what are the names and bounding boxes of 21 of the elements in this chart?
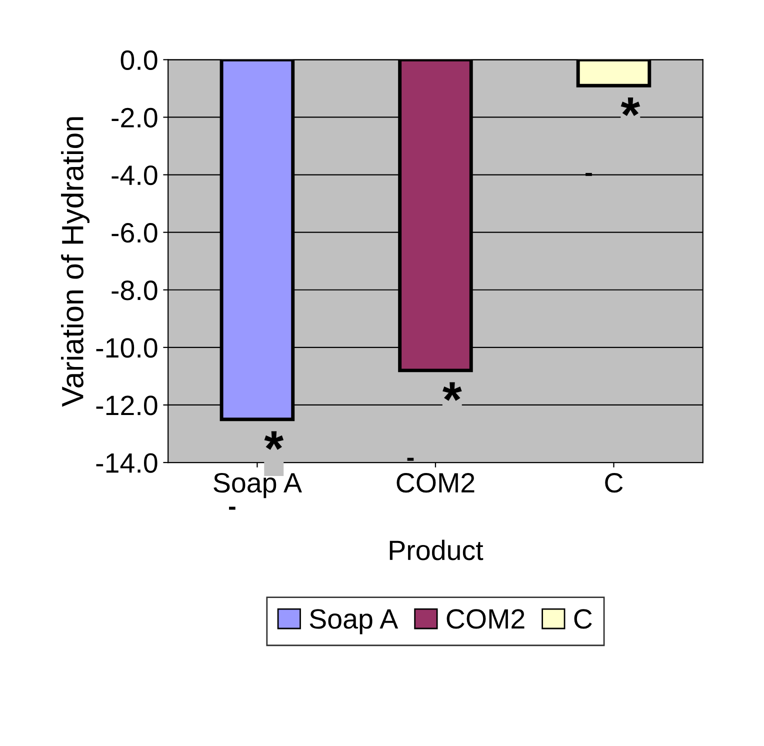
y-tick-label: -6.0 — [112, 222, 158, 243]
y-tick-label: -10.0 — [96, 338, 158, 358]
y-tick-label: -4.0 — [112, 165, 158, 186]
y-tick-label: -14.0 — [96, 453, 158, 473]
annotation: - — [407, 458, 414, 461]
x-tick-label: COM2 — [396, 472, 474, 493]
y-axis-title: Variation of Hydration — [61, 117, 90, 407]
y-tick-label: 0.0 — [120, 50, 158, 70]
annotation: * — [264, 431, 284, 450]
x-tick-label: C — [605, 472, 623, 493]
annotation: * — [620, 97, 640, 116]
y-tick-label: -2.0 — [112, 108, 158, 128]
legend-label: Soap A — [310, 609, 398, 634]
x-axis-title: Product — [390, 540, 484, 560]
legend-label: C — [574, 609, 592, 629]
x-tick-label: Soap A — [214, 472, 302, 498]
annotation: * — [442, 382, 462, 401]
legend-label: COM2 — [446, 609, 524, 629]
y-tick-label: -12.0 — [96, 396, 158, 416]
y-tick-label: -8.0 — [112, 280, 158, 300]
text: - — [229, 506, 236, 510]
